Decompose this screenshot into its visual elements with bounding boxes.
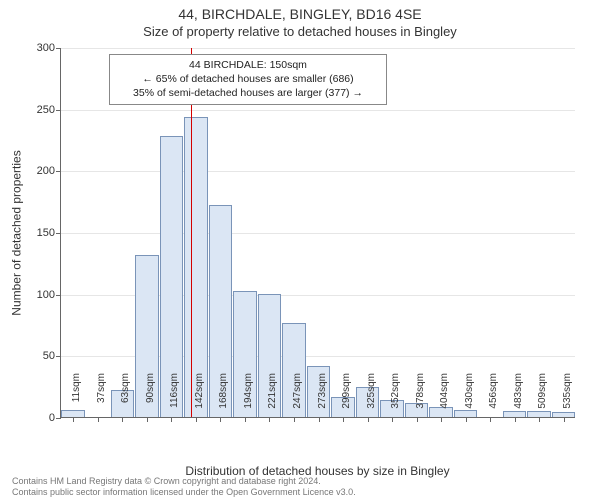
x-tick-label: 142sqm — [194, 373, 205, 421]
x-tick-label: 430sqm — [464, 373, 475, 421]
x-tick-label: 378sqm — [415, 373, 426, 421]
y-tick-label: 200 — [37, 165, 55, 177]
x-tick-label: 325sqm — [366, 373, 377, 421]
x-tick-label: 483sqm — [513, 373, 524, 421]
x-tick-label: 116sqm — [169, 373, 180, 421]
y-tick-label: 250 — [37, 104, 55, 116]
chart-title: 44, BIRCHDALE, BINGLEY, BD16 4SE — [0, 6, 600, 22]
footer-line: Contains HM Land Registry data © Crown c… — [12, 476, 356, 487]
x-tick-label: 352sqm — [390, 373, 401, 421]
y-tick-mark — [56, 233, 61, 234]
y-tick-label: 100 — [37, 289, 55, 301]
chart-container: 44, BIRCHDALE, BINGLEY, BD16 4SE Size of… — [0, 0, 600, 500]
y-tick-mark — [56, 356, 61, 357]
x-tick-label: 456sqm — [488, 373, 499, 421]
gridline — [61, 233, 575, 234]
y-tick-mark — [56, 171, 61, 172]
y-tick-mark — [56, 48, 61, 49]
y-tick-label: 50 — [43, 350, 55, 362]
y-axis-label: Number of detached properties — [10, 48, 24, 418]
y-tick-mark — [56, 295, 61, 296]
x-tick-label: 194sqm — [243, 373, 254, 421]
x-tick-label: 509sqm — [537, 373, 548, 421]
x-tick-label: 168sqm — [218, 373, 229, 421]
x-tick-label: 221sqm — [267, 373, 278, 421]
x-tick-label: 404sqm — [439, 373, 450, 421]
x-tick-label: 535sqm — [562, 373, 573, 421]
annotation-line: ← 65% of detached houses are smaller (68… — [116, 72, 380, 86]
x-tick-label: 90sqm — [145, 373, 156, 421]
x-tick-label: 299sqm — [341, 373, 352, 421]
plot-area: 05010015020025030011sqm37sqm63sqm90sqm11… — [60, 48, 575, 418]
annotation-line: 35% of semi-detached houses are larger (… — [116, 86, 380, 100]
y-tick-mark — [56, 110, 61, 111]
gridline — [61, 171, 575, 172]
gridline — [61, 110, 575, 111]
attribution-footer: Contains HM Land Registry data © Crown c… — [12, 476, 356, 498]
y-tick-mark — [56, 418, 61, 419]
x-tick-label: 247sqm — [292, 373, 303, 421]
y-tick-label: 0 — [49, 412, 55, 424]
footer-line: Contains public sector information licen… — [12, 487, 356, 498]
annotation-box: 44 BIRCHDALE: 150sqm← 65% of detached ho… — [109, 54, 387, 105]
y-tick-label: 300 — [37, 42, 55, 54]
x-tick-label: 273sqm — [317, 373, 328, 421]
x-tick-label: 63sqm — [120, 373, 131, 421]
chart-subtitle: Size of property relative to detached ho… — [0, 24, 600, 39]
annotation-line: 44 BIRCHDALE: 150sqm — [116, 58, 380, 72]
x-tick-label: 37sqm — [96, 373, 107, 421]
y-tick-label: 150 — [37, 227, 55, 239]
gridline — [61, 48, 575, 49]
x-tick-label: 11sqm — [71, 373, 82, 421]
